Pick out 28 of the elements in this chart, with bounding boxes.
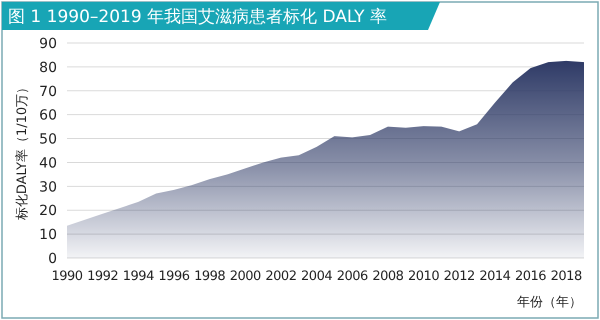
x-axis-title: 年份（年） (517, 295, 582, 310)
x-tick-label: 2016 (514, 269, 546, 284)
x-tick-label: 1994 (122, 269, 154, 284)
x-tick-label: 2012 (444, 269, 475, 284)
y-tick-label: 30 (39, 179, 57, 196)
x-tick-label: 2004 (301, 269, 332, 284)
x-tick-label: 2018 (550, 269, 582, 284)
x-tick-label: 2008 (372, 269, 404, 284)
y-tick-label: 90 (39, 36, 57, 52)
x-tick-label: 2002 (265, 269, 296, 284)
y-tick-label: 10 (39, 227, 57, 244)
chart-title: 图 1 1990–2019 年我国艾滋病患者标化 DALY 率 (8, 7, 387, 27)
y-tick-label: 50 (39, 132, 57, 148)
y-tick-label: 70 (39, 84, 57, 100)
y-tick-label: 80 (39, 60, 57, 76)
y-tick-label: 60 (39, 108, 57, 124)
x-tick-label: 1998 (194, 269, 226, 284)
y-tick-label: 40 (39, 155, 57, 172)
x-tick-label: 2006 (336, 269, 368, 284)
y-tick-label: 0 (48, 251, 57, 267)
x-tick-label: 2010 (408, 269, 440, 284)
x-tick-label: 2014 (479, 269, 511, 284)
x-tick-label: 1996 (158, 269, 190, 284)
y-axis-title: 标化DALY率（1/10万） (14, 80, 30, 222)
x-tick-label: 2000 (230, 269, 262, 284)
x-tick-label: 1992 (87, 269, 118, 284)
y-tick-label: 20 (39, 203, 57, 220)
x-tick-label: 1990 (51, 269, 83, 284)
